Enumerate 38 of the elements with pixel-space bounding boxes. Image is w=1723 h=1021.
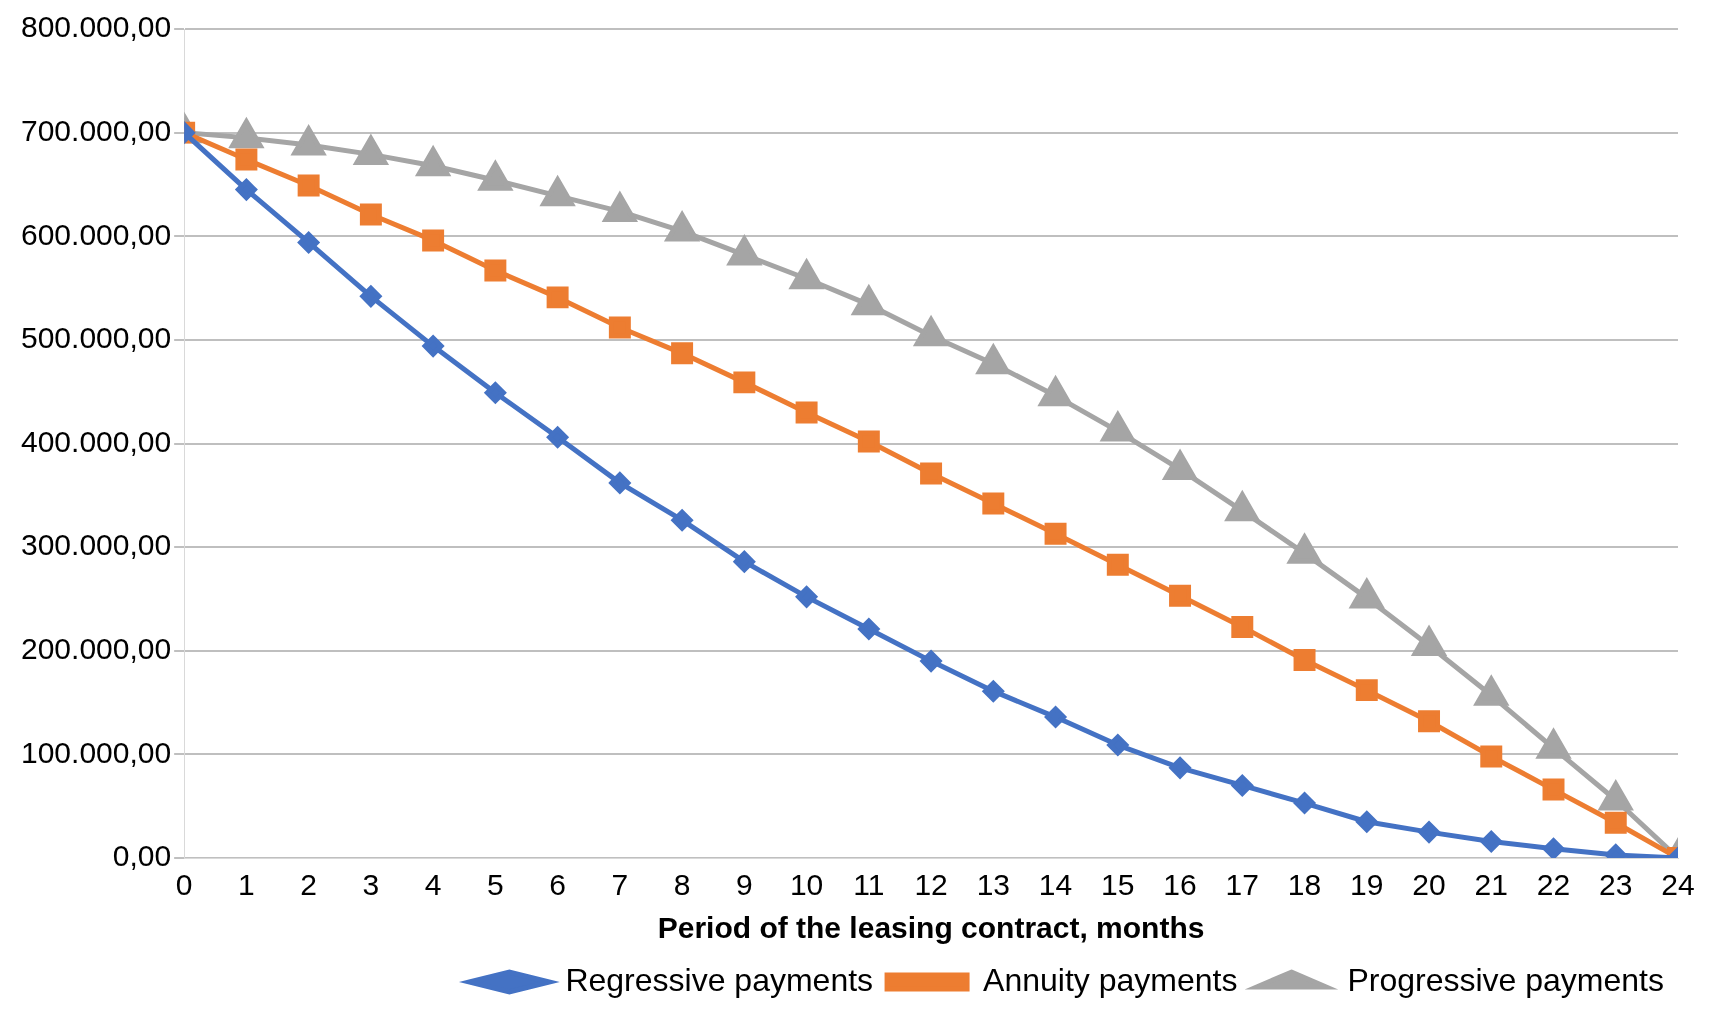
x-tick-label: 8 <box>673 868 691 902</box>
y-tick-label: 200.000,00 <box>20 632 172 666</box>
x-tick-label: 7 <box>611 868 629 902</box>
y-tick-label: 100.000,00 <box>20 735 172 769</box>
x-tick-label: 13 <box>976 868 1010 902</box>
x-tick-label: 0 <box>175 868 193 902</box>
legend-label: Regressive payments <box>565 961 874 998</box>
x-tick-label: 6 <box>549 868 566 902</box>
x-tick-label: 9 <box>736 868 753 902</box>
y-tick-label: 700.000,00 <box>20 113 172 147</box>
y-tick-label: 600.000,00 <box>20 217 172 251</box>
x-tick-label: 20 <box>1412 868 1446 902</box>
x-tick-label: 5 <box>487 868 504 902</box>
legend-label: Progressive payments <box>1347 961 1664 998</box>
x-tick-label: 15 <box>1101 868 1135 902</box>
x-tick-label: 23 <box>1599 868 1633 902</box>
x-tick-label: 14 <box>1038 868 1073 902</box>
x-axis-title: Period of the leasing contract, months <box>657 911 1205 945</box>
x-tick-label: 12 <box>914 868 948 902</box>
x-tick-label: 18 <box>1287 868 1322 902</box>
legend-label: Annuity payments <box>983 961 1238 998</box>
x-tick-label: 3 <box>362 868 380 902</box>
x-tick-label: 19 <box>1350 868 1384 902</box>
x-tick-label: 4 <box>424 868 442 902</box>
x-tick-label: 22 <box>1536 868 1571 902</box>
x-tick-label: 1 <box>238 868 255 902</box>
x-tick-label: 17 <box>1225 868 1259 902</box>
x-tick-label: 11 <box>853 868 885 902</box>
y-tick-label: 300.000,00 <box>20 528 172 562</box>
x-tick-label: 2 <box>300 868 317 902</box>
x-tick-label: 16 <box>1163 868 1197 902</box>
y-tick-label: 0,00 <box>112 839 172 873</box>
y-tick-label: 800.000,00 <box>20 10 172 44</box>
x-tick-label: 24 <box>1661 868 1695 902</box>
x-tick-label: 21 <box>1474 868 1508 902</box>
y-tick-label: 500.000,00 <box>20 321 172 355</box>
y-tick-label: 400.000,00 <box>20 424 172 458</box>
x-tick-label: 10 <box>789 868 824 902</box>
